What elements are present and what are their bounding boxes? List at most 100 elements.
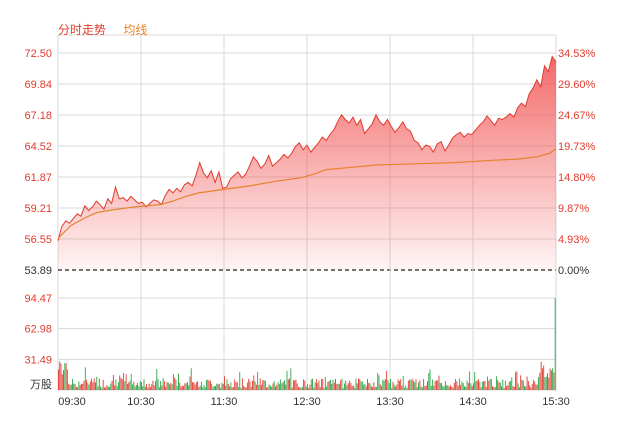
volume-bar xyxy=(470,383,472,390)
volume-bar xyxy=(539,372,541,390)
volume-bar xyxy=(327,381,329,390)
volume-bar xyxy=(344,383,345,390)
volume-bar xyxy=(317,383,319,390)
volume-bar xyxy=(367,379,368,390)
volume-bar xyxy=(530,387,532,390)
volume-bar xyxy=(262,380,264,390)
volume-bar xyxy=(498,382,500,390)
volume-bar xyxy=(277,382,279,390)
volume-bar xyxy=(391,388,393,390)
legend-average[interactable]: 均线 xyxy=(123,23,148,37)
volume-bar xyxy=(324,377,326,390)
volume-bar xyxy=(398,381,400,390)
volume-bar xyxy=(170,382,172,390)
volume-bar xyxy=(201,381,202,390)
volume-bar xyxy=(284,380,285,390)
volume-bar xyxy=(273,381,275,390)
volume-bar xyxy=(384,379,386,390)
volume-bar xyxy=(178,373,179,390)
volume-bar xyxy=(79,384,81,390)
volume-bar xyxy=(503,388,505,390)
volume-bar xyxy=(401,385,403,390)
volume-bar xyxy=(552,368,554,390)
legend-price[interactable]: 分时走势 xyxy=(58,23,107,37)
volume-bar xyxy=(457,385,459,390)
volume-bar xyxy=(197,381,199,390)
volume-bar xyxy=(323,387,325,390)
volume-bar xyxy=(116,386,118,390)
volume-bar xyxy=(69,384,71,390)
volume-bar xyxy=(132,384,133,390)
volume-bar xyxy=(114,385,116,390)
volume-bar xyxy=(106,385,108,390)
volume-bar xyxy=(377,372,379,390)
volume-bar xyxy=(101,387,103,390)
volume-bar xyxy=(484,380,486,390)
volume-bar xyxy=(420,386,422,390)
volume-bar xyxy=(490,379,492,390)
volume-bar xyxy=(174,377,176,390)
price-tick-label: 72.50 xyxy=(24,48,52,60)
volume-bar xyxy=(158,387,160,390)
volume-bar xyxy=(335,379,336,390)
volume-bar xyxy=(301,386,303,390)
volume-bar xyxy=(230,382,232,390)
volume-bar xyxy=(202,387,204,390)
volume-bar xyxy=(268,384,270,390)
volume-bar xyxy=(241,378,243,390)
volume-bar xyxy=(216,383,218,390)
volume-bar xyxy=(479,381,481,390)
volume-bar xyxy=(439,382,441,390)
volume-bar xyxy=(243,385,245,390)
volume-bar xyxy=(341,378,343,390)
volume-bar xyxy=(110,383,112,390)
volume-bar xyxy=(276,384,278,390)
volume-bar xyxy=(309,384,311,390)
volume-bar xyxy=(333,382,335,390)
time-tick-label: 12:30 xyxy=(293,396,321,408)
volume-bar xyxy=(506,386,508,390)
volume-bar xyxy=(184,383,186,390)
volume-bar xyxy=(543,365,545,390)
volume-bar xyxy=(451,386,453,390)
volume-bar xyxy=(369,383,371,390)
volume-bar xyxy=(331,384,333,390)
volume-bar xyxy=(238,387,239,390)
axis-labels: 72.50 34.53% 69.84 29.60% 67.18 24.67% 64.52 19… xyxy=(24,48,595,408)
volume-bar xyxy=(489,379,491,390)
volume-bar xyxy=(350,382,352,390)
volume-bar xyxy=(282,381,284,390)
volume-bar xyxy=(531,383,533,390)
time-tick-label: 15:30 xyxy=(542,396,570,408)
volume-bar xyxy=(193,382,195,390)
volume-bar xyxy=(501,386,502,390)
volume-bar xyxy=(342,387,344,390)
volume-bar xyxy=(259,378,261,390)
volume-bar xyxy=(60,363,62,390)
volume-bar xyxy=(497,380,499,390)
volume-bar xyxy=(495,376,497,390)
volume-bar xyxy=(400,379,402,390)
volume-bar xyxy=(148,383,150,390)
volume-bar xyxy=(418,382,419,390)
volume-bar xyxy=(72,379,73,390)
volume-bar xyxy=(151,384,153,390)
volume-bar xyxy=(475,381,477,390)
volume-bar xyxy=(510,381,511,390)
volume-bar xyxy=(152,380,154,390)
volume-bar xyxy=(443,386,445,390)
volume-bar xyxy=(312,378,314,390)
volume-bar xyxy=(502,379,504,390)
volume-bar xyxy=(64,363,66,390)
volume-bar xyxy=(97,386,99,390)
volume-bar xyxy=(234,379,236,390)
volume-bar xyxy=(425,385,427,390)
volume-bar xyxy=(98,378,100,390)
volume-bar xyxy=(313,387,315,390)
volume-bar xyxy=(82,383,84,390)
volume-bar xyxy=(186,382,188,390)
volume-bar xyxy=(416,387,418,390)
volume-bar xyxy=(529,385,531,390)
volume-bar xyxy=(139,380,141,390)
volume-bar xyxy=(511,377,513,390)
